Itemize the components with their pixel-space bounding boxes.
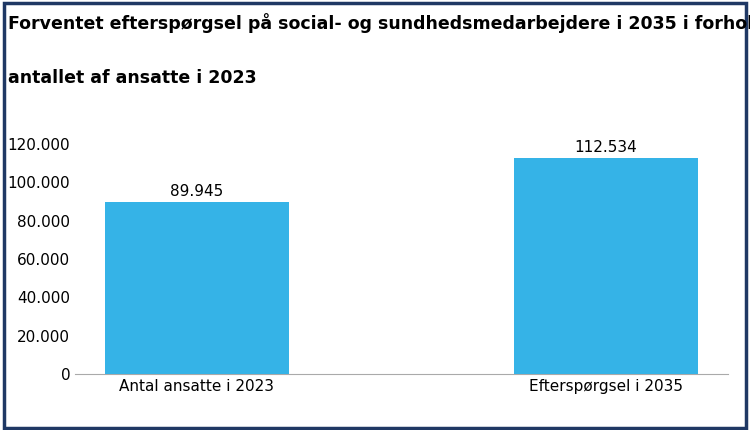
Text: Forventet efterspørgsel på social- og sundhedsmedarbejdere i 2035 i forhold til: Forventet efterspørgsel på social- og su…: [8, 13, 750, 33]
Text: antallet af ansatte i 2023: antallet af ansatte i 2023: [8, 69, 256, 87]
Text: 112.534: 112.534: [574, 140, 638, 155]
Text: 89.945: 89.945: [170, 184, 224, 199]
Bar: [105, 202, 289, 374]
Bar: [514, 158, 698, 374]
